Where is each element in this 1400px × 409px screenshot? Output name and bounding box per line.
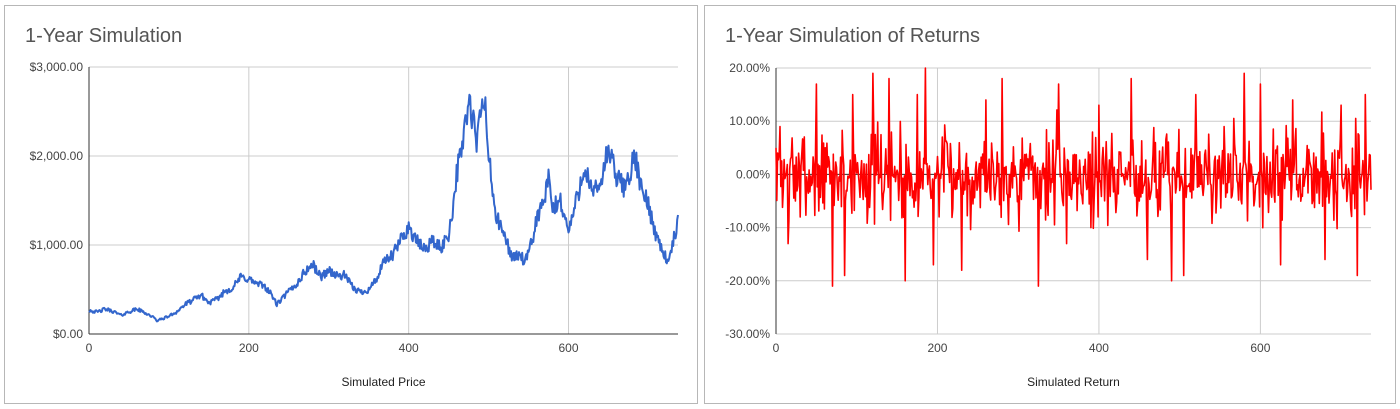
y-tick-label: -30.00%: [725, 327, 770, 341]
price-series-line: [88, 93, 679, 323]
x-tick-label: 200: [927, 341, 947, 355]
x-tick-label: 400: [399, 341, 419, 355]
chart-title: 1-Year Simulation: [25, 25, 183, 47]
price-chart: $0.00 $1,000.00 $2,000.00 $3,000.00 0 200 400 6…: [30, 60, 679, 389]
chart-title: 1-Year Simulation of Returns: [725, 25, 980, 47]
x-tick-label: 600: [1250, 341, 1270, 355]
returns-series-line: [775, 67, 1372, 287]
y-tick-label: $2,000.00: [30, 149, 84, 163]
x-tick-label: 200: [239, 341, 259, 355]
y-tick-label: 10.00%: [729, 114, 770, 128]
y-tick-label: -20.00%: [725, 274, 770, 288]
chart-panel-price: 1-Year Simulation $0.00 $1,000.00 $2,000.0…: [4, 5, 698, 404]
y-tick-label: 0.00%: [736, 167, 770, 181]
y-tick-label: -10.00%: [725, 221, 770, 235]
y-tick-label: 20.00%: [729, 61, 770, 75]
returns-chart: -30.00% -20.00% -10.00% 0.00% 10.00% 20.00% 0 2…: [725, 61, 1372, 389]
x-tick-label: 400: [1089, 341, 1109, 355]
x-axis-label: Simulated Price: [341, 375, 425, 389]
y-tick-label: $3,000.00: [30, 60, 84, 74]
y-tick-label: $1,000.00: [30, 238, 84, 252]
x-tick-label: 0: [86, 341, 93, 355]
chart-panel-returns: 1-Year Simulation of Returns -30.00% -20.…: [704, 5, 1396, 404]
y-tick-label: $0.00: [53, 327, 83, 341]
x-tick-label: 600: [558, 341, 578, 355]
x-axis-label: Simulated Return: [1027, 375, 1120, 389]
x-tick-label: 0: [773, 341, 780, 355]
